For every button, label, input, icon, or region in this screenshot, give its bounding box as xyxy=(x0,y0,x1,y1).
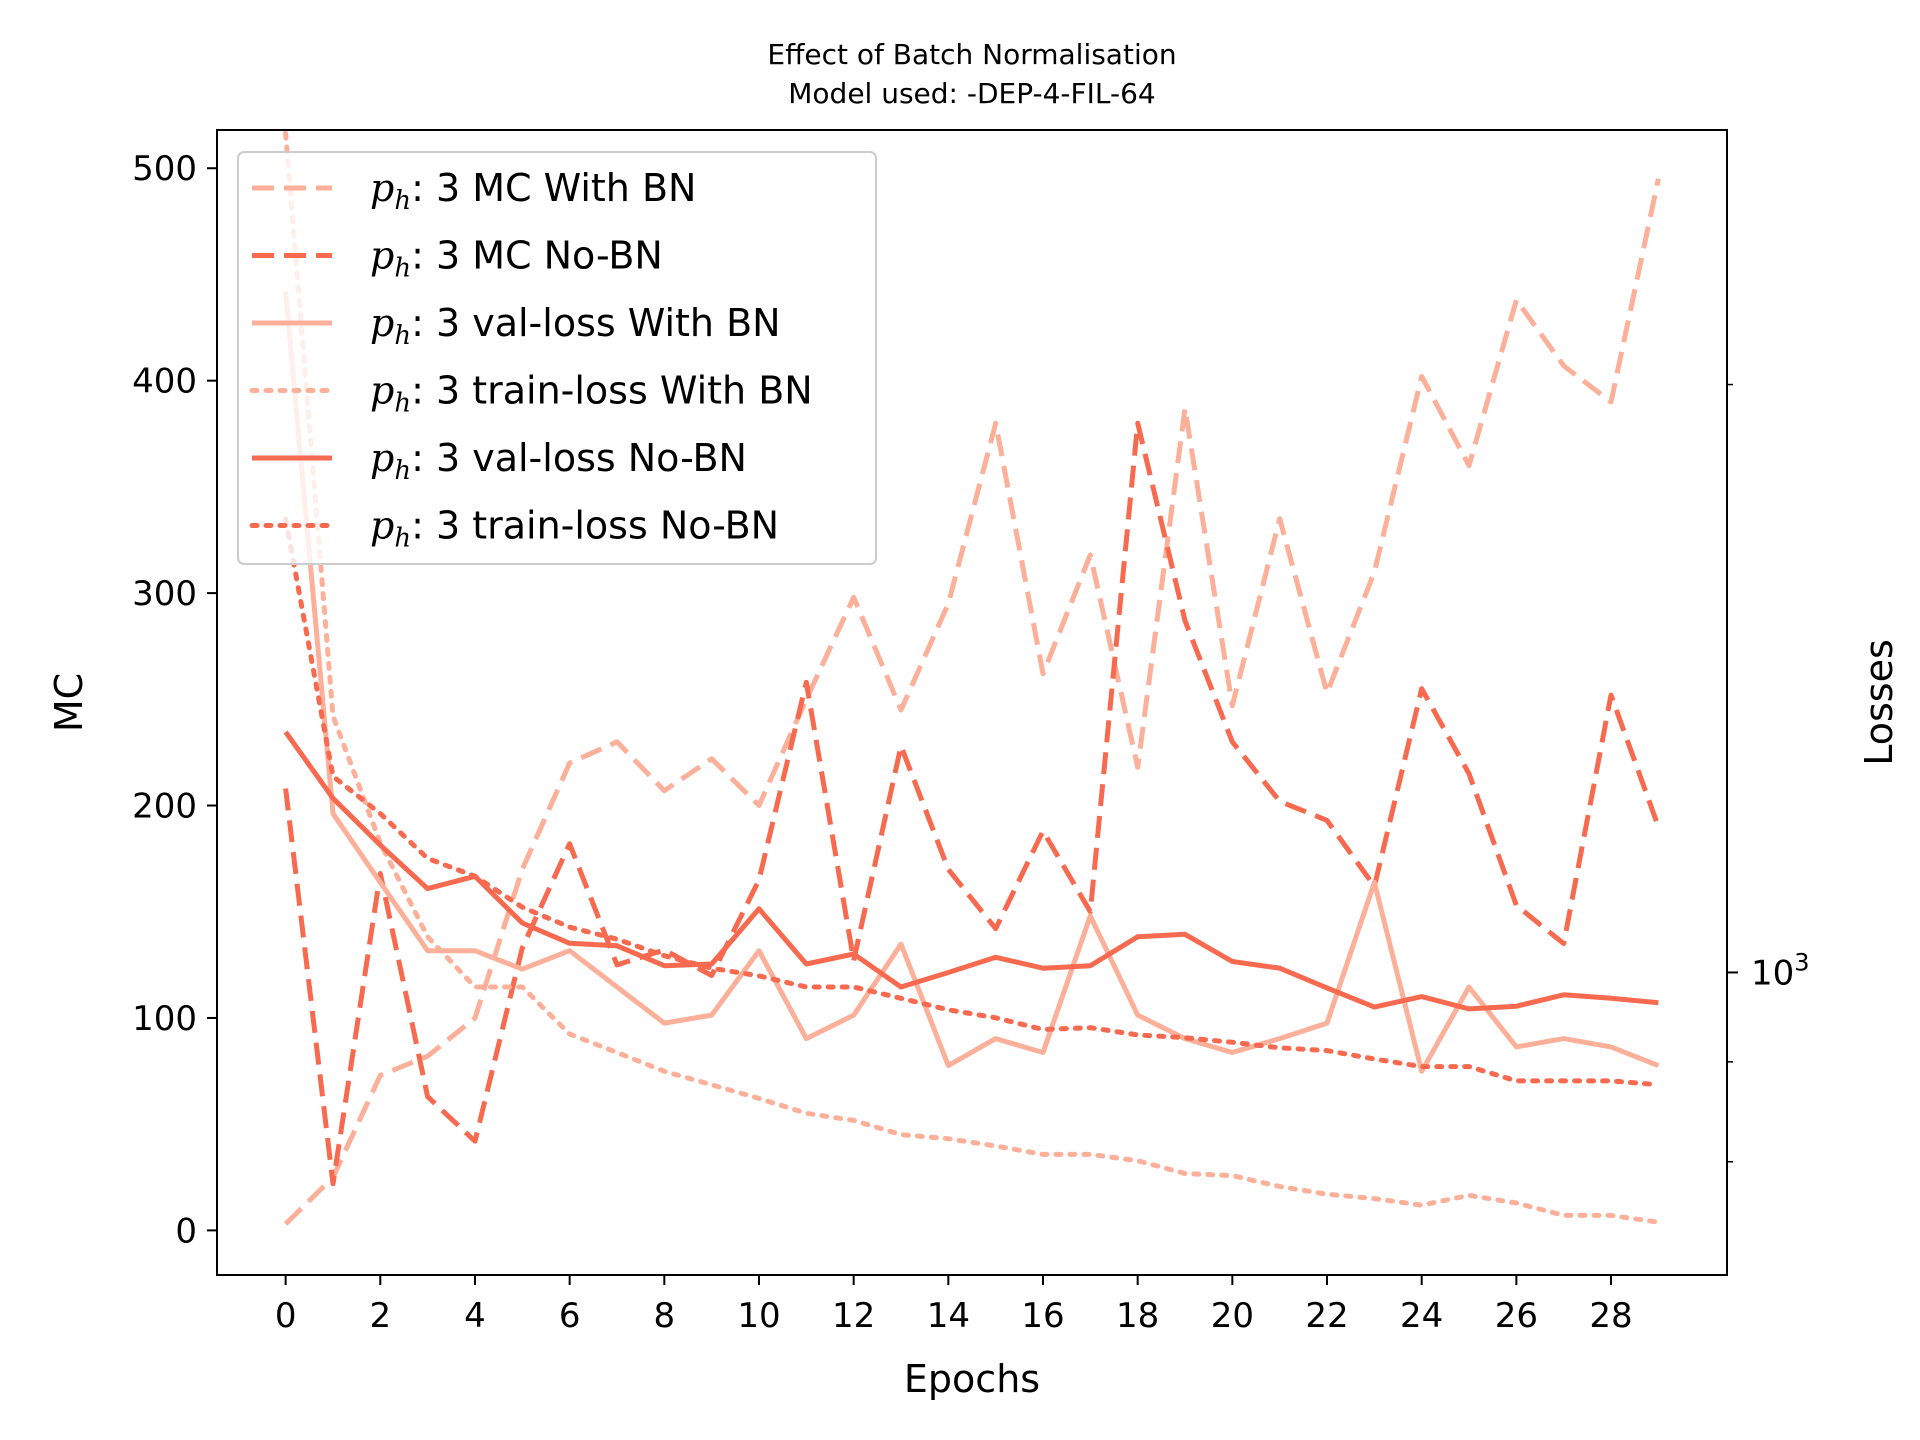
y-axis-ticks: 0 100 200 300 400 500 xyxy=(132,149,217,1251)
x-tick-label: 18 xyxy=(1116,1296,1159,1336)
series-line-4 xyxy=(283,730,1659,1012)
x-tick-label: 10 xyxy=(737,1296,780,1336)
y-tick-label: 0 xyxy=(175,1211,197,1251)
x-tick-label: 24 xyxy=(1400,1296,1443,1336)
x-tick-label: 4 xyxy=(464,1296,486,1336)
y-tick-label: 300 xyxy=(132,574,197,614)
y-axis-label: MC xyxy=(47,673,91,732)
x-axis-ticks: 0 2 4 6 8 10 12 14 16 18 20 22 24 26 28 xyxy=(275,1275,1633,1336)
legend-label-2: ph: 3 val-loss With BN xyxy=(370,301,781,351)
series-line-1 xyxy=(283,420,1661,1187)
x-tick-label: 0 xyxy=(275,1296,297,1336)
series-layer xyxy=(283,130,1661,1226)
y2-tick-label: 103 xyxy=(1751,948,1810,993)
legend-label-0: ph: 3 MC With BN xyxy=(370,166,696,216)
x-tick-label: 28 xyxy=(1589,1296,1632,1336)
y-tick-label: 200 xyxy=(132,787,197,827)
series-line-3 xyxy=(283,130,1661,1225)
legend-label-5: ph: 3 train-loss No-BN xyxy=(370,504,779,554)
x-tick-label: 16 xyxy=(1021,1296,1064,1336)
y2-axis-label: Losses xyxy=(1857,639,1901,766)
x-tick-label: 2 xyxy=(369,1296,391,1336)
x-tick-label: 22 xyxy=(1305,1296,1348,1336)
legend-label-1: ph: 3 MC No-BN xyxy=(370,234,663,284)
y-tick-label: 100 xyxy=(132,999,197,1039)
chart-title: Effect of Batch Normalisation xyxy=(767,38,1176,71)
x-tick-label: 20 xyxy=(1211,1296,1254,1336)
plot-frame xyxy=(216,129,1728,1276)
series-line-5 xyxy=(283,516,1661,1088)
x-tick-label: 6 xyxy=(559,1296,581,1336)
x-tick-label: 12 xyxy=(832,1296,875,1336)
legend-label-4: ph: 3 val-loss No-BN xyxy=(370,436,747,486)
x-tick-label: 8 xyxy=(653,1296,675,1336)
series-line-0 xyxy=(283,178,1661,1226)
series-line-2 xyxy=(283,291,1660,1074)
legend: ph: 3 MC With BN ph: 3 MC No-BN ph: 3 val-… xyxy=(237,151,877,565)
x-axis-label: Epochs xyxy=(904,1357,1040,1401)
legend-box xyxy=(237,151,877,565)
y-tick-label: 400 xyxy=(132,362,197,402)
y2-axis-ticks: 103 xyxy=(1727,383,1810,1163)
y-tick-label: 500 xyxy=(132,149,197,189)
chart-subtitle: Model used: -DEP-4-FIL-64 xyxy=(788,77,1156,110)
legend-label-3: ph: 3 train-loss With BN xyxy=(370,369,813,419)
x-tick-label: 26 xyxy=(1495,1296,1538,1336)
x-tick-label: 14 xyxy=(927,1296,970,1336)
